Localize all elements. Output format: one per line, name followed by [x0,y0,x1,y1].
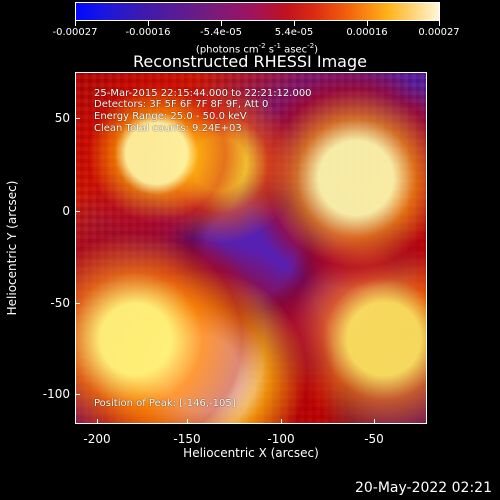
colorbar-tick [294,21,295,26]
y-axis-tick [75,211,80,212]
colorbar-units-exp3: -2 [307,42,315,50]
colorbar [75,2,440,21]
overlay-line-peak-position: Position of Peak: [-146,-105] [94,398,236,409]
colorbar-tick-label: -0.00027 [52,27,98,38]
x-axis-tick [187,419,188,424]
x-axis-tick-label: -100 [267,432,295,446]
colorbar-units-mid: s [265,44,275,56]
colorbar-tick-label: 0.00016 [346,27,388,38]
colorbar-units-exp1: -2 [258,42,266,50]
y-axis-tick-label: 50 [54,111,70,125]
overlay-line-time-range: 25-Mar-2015 22:15:44.000 to 22:21:12.000 [94,88,312,99]
x-axis-tick [374,419,375,424]
y-axis-tick-label: 0 [62,204,70,218]
overlay-line-detectors: Detectors: 3F 5F 6F 7F 8F 9F, Att 0 [94,99,269,110]
x-axis-tick [281,419,282,424]
colorbar-units-mid2: asec [281,44,308,56]
colorbar-units: (photons cm-2 s-1 asec-2) [196,40,318,56]
image-title: Reconstructed RHESSI Image [133,52,367,71]
x-axis-label: Heliocentric X (arcsec) [183,446,319,460]
colorbar-tick [221,21,222,26]
colorbar-tick-label: -5.4e-05 [200,27,242,38]
y-axis-label: Heliocentric Y (arcsec) [5,180,19,316]
y-axis-tick-label: -100 [42,387,70,401]
y-axis-tick-label: -50 [50,296,70,310]
y-axis-tick [75,118,80,119]
footer-date: 20-May-2022 02:21 [354,480,492,496]
colorbar-tick [148,21,149,26]
colorbar-tick-label: 5.4e-05 [274,27,314,38]
colorbar-units-suffix: ) [314,44,319,56]
colorbar-units-exp2: -1 [274,42,282,50]
y-axis-tick [75,303,80,304]
overlay-line-energy-range: Energy Range: 25.0 - 50.0 keV [94,111,247,122]
x-axis-tick-label: -200 [83,432,111,446]
colorbar-tick [439,21,440,26]
x-axis-tick [97,419,98,424]
colorbar-tick [367,21,368,26]
rhessi-image-panel [75,72,427,424]
x-axis-tick-label: -50 [364,432,384,446]
colorbar-tick-label: -0.00016 [125,27,171,38]
colorbar-tick [75,21,76,26]
colorbar-tick-label: 0.00027 [418,27,460,38]
colorbar-units-prefix: (photons cm [195,44,259,56]
y-axis-tick [75,394,80,395]
x-axis-tick-label: -150 [173,432,201,446]
overlay-line-clean-counts: Clean Total counts: 9.24E+03 [94,123,242,134]
